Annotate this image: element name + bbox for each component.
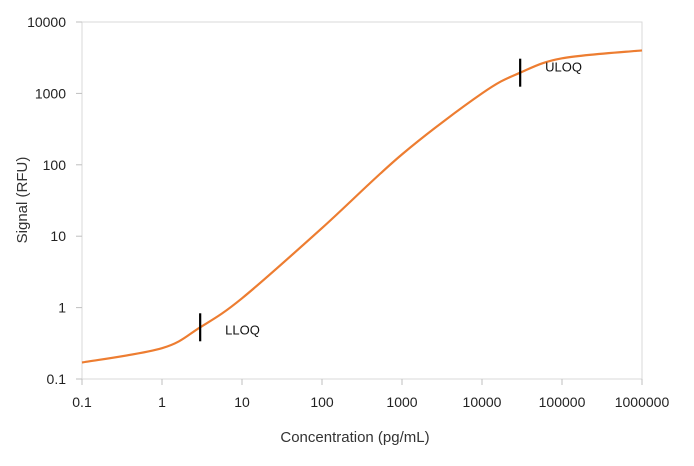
x-tick-label: 100 (310, 394, 334, 410)
axes (76, 21, 643, 385)
y-axis-title: Signal (RFU) (14, 157, 31, 244)
y-tick-label: 10000 (27, 14, 66, 30)
x-tick-label: 1000000 (615, 394, 670, 410)
y-tick-label: 0.1 (47, 371, 67, 387)
y-tick-label: 10 (50, 228, 66, 244)
x-axis-title: Concentration (pg/mL) (280, 429, 429, 446)
x-tick-label: 1000 (386, 394, 417, 410)
x-tick-label: 100000 (539, 394, 586, 410)
y-tick-label: 1000 (35, 85, 66, 101)
tick-labels: 0.1 1 10 100 1000 10000 100000 1000000 0.1 1 10 100… (27, 14, 669, 410)
x-tick-label: 1 (158, 394, 166, 410)
annotation-label-uloq: ULOQ (545, 60, 582, 75)
annotations: LLOQ ULOQ (199, 58, 582, 342)
y-tick-label: 100 (43, 157, 67, 173)
x-tick-label: 10 (234, 394, 250, 410)
x-tick-label: 10000 (463, 394, 502, 410)
plot-frame (81, 21, 643, 380)
series-line (81, 49, 643, 364)
x-tick-label: 0.1 (72, 394, 92, 410)
annotation-label-lloq: LLOQ (225, 322, 260, 337)
y-tick-label: 1 (58, 300, 66, 316)
